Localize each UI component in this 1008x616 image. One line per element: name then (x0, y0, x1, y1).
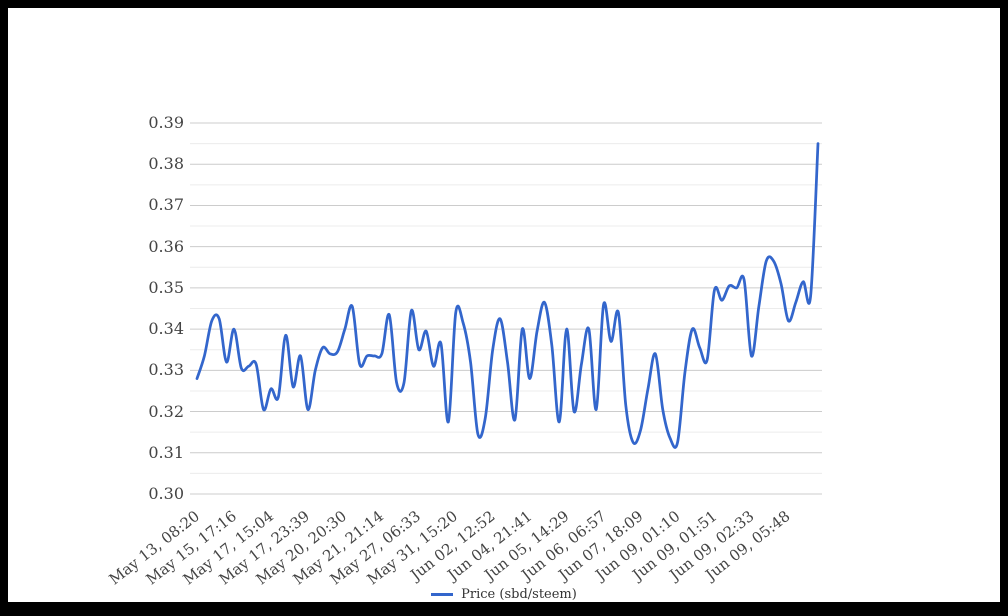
y-axis-label: 0.30 (148, 484, 184, 503)
y-axis-label: 0.35 (148, 277, 184, 297)
legend-label: Price (sbd/steem) (461, 587, 577, 602)
y-axis-label: 0.38 (148, 154, 184, 174)
legend-line-swatch (431, 593, 454, 596)
y-axis-label: 0.32 (148, 401, 184, 421)
legend: Price (sbd/steem) (8, 587, 1000, 602)
price-series-line[interactable] (195, 142, 820, 449)
y-axis-label: 0.34 (148, 319, 184, 339)
y-axis-label: 0.33 (148, 360, 184, 380)
y-axis-label: 0.39 (148, 113, 184, 132)
y-axis-label: 0.36 (148, 236, 184, 256)
y-axis-label: 0.37 (148, 195, 184, 215)
chart-canvas: 0.30 0.31 0.32 0.33 0.34 0.35 0.36 0.37 0.38 0.39… (8, 8, 1000, 602)
y-axis-label: 0.31 (148, 442, 184, 462)
plot-area (190, 122, 822, 495)
